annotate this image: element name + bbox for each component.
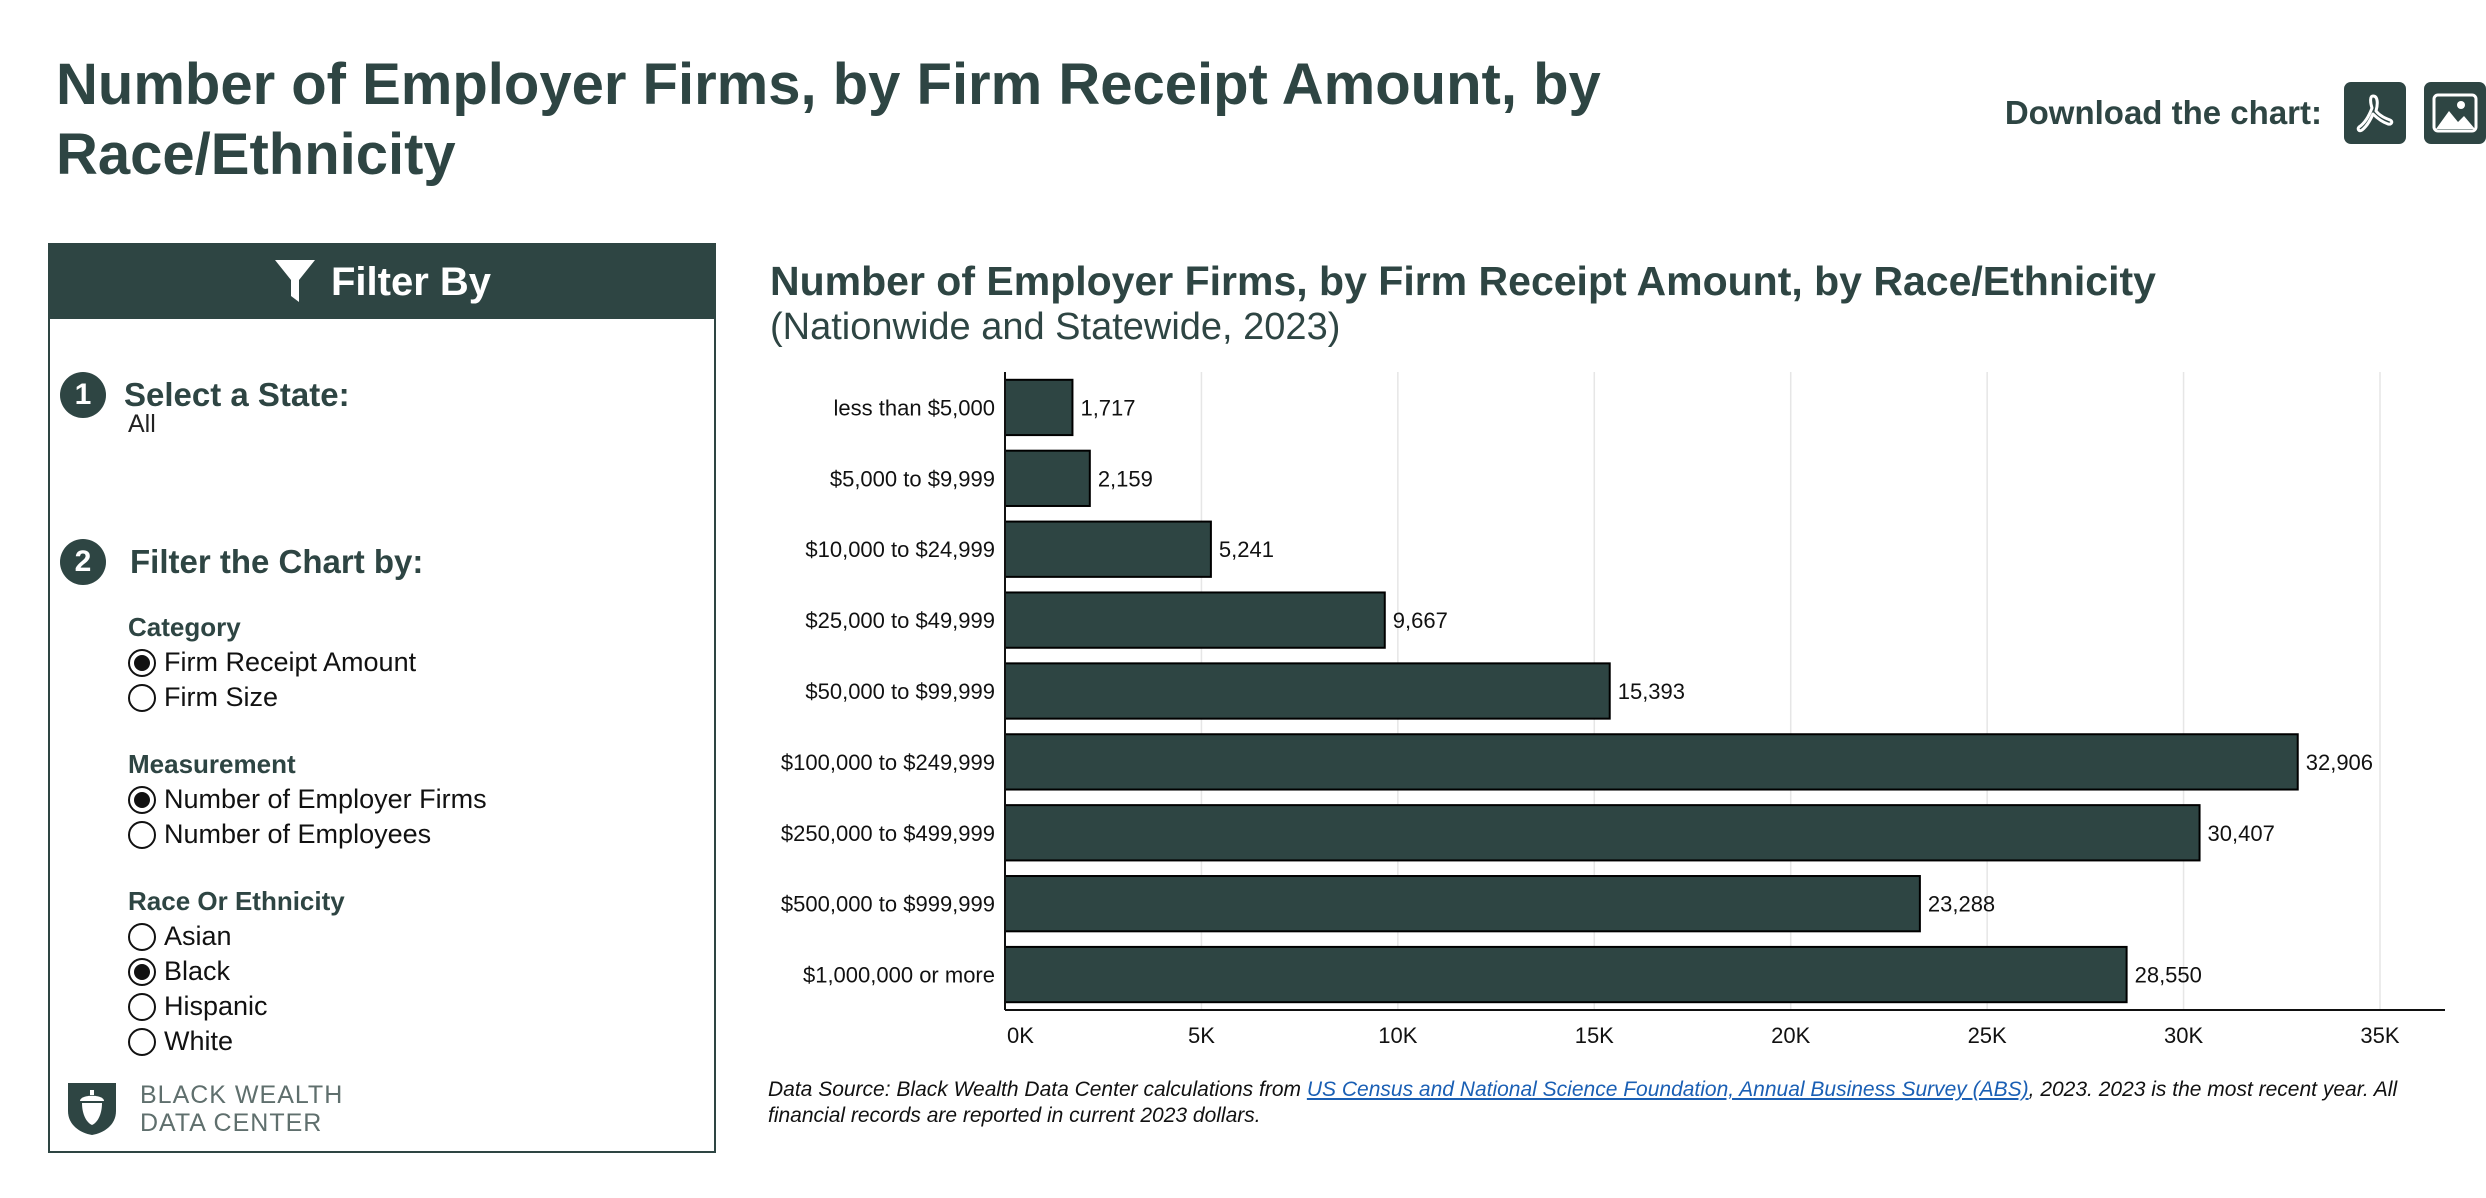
download-label: Download the chart: bbox=[2004, 94, 2322, 131]
radio-button[interactable] bbox=[128, 992, 156, 1021]
logo-line-1: BLACK WEALTH bbox=[140, 1081, 344, 1109]
filter-header-label: Filter By bbox=[330, 259, 492, 304]
bar bbox=[1004, 378, 1074, 437]
filter-chart-title: Filter the Chart by: bbox=[130, 543, 424, 580]
step-number-2: 2 bbox=[60, 539, 106, 585]
bar bbox=[1004, 804, 2201, 862]
x-tick-label: 20K bbox=[1771, 1023, 1810, 1048]
bar bbox=[1004, 945, 2128, 1004]
state-select[interactable]: All bbox=[128, 410, 156, 438]
radio-white[interactable]: White bbox=[128, 1024, 345, 1059]
download-image-button[interactable] bbox=[2424, 82, 2486, 144]
chart-subtitle: (Nationwide and Statewide, 2023) bbox=[770, 306, 1341, 348]
filter-icon bbox=[274, 260, 315, 302]
radio-firm-receipt-amount[interactable]: Firm Receipt Amount bbox=[128, 645, 416, 680]
radio-black[interactable]: Black bbox=[128, 954, 345, 989]
x-tick-label: 25K bbox=[1968, 1023, 2007, 1048]
radio-label: Number of Employees bbox=[164, 819, 432, 849]
category-label: $100,000 to $249,999 bbox=[781, 750, 995, 775]
bar bbox=[1004, 662, 1611, 720]
radio-button[interactable] bbox=[128, 922, 156, 951]
radio-label: Asian bbox=[164, 921, 232, 951]
data-label: 23,288 bbox=[1928, 892, 1995, 917]
radio-firm-size[interactable]: Firm Size bbox=[128, 680, 416, 715]
data-label: 32,906 bbox=[2306, 750, 2373, 775]
data-label: 1,717 bbox=[1080, 395, 1135, 420]
radio-button[interactable] bbox=[128, 683, 156, 712]
x-tick-label: 35K bbox=[2360, 1023, 2399, 1048]
data-source-note: Data Source: Black Wealth Data Center ca… bbox=[768, 1077, 2428, 1129]
data-label: 5,241 bbox=[1219, 537, 1274, 562]
pdf-icon bbox=[2356, 94, 2394, 133]
radio-number-of-employees[interactable]: Number of Employees bbox=[128, 817, 487, 852]
radio-label: White bbox=[164, 1026, 234, 1056]
radio-button[interactable] bbox=[128, 785, 156, 814]
radio-label: Firm Receipt Amount bbox=[164, 647, 417, 677]
x-tick-label: 15K bbox=[1575, 1023, 1614, 1048]
select-state-title: Select a State: bbox=[124, 376, 350, 413]
race-ethnicity-group: Race Or Ethnicity Asian Black Hispanic W… bbox=[128, 886, 345, 1059]
category-label: less than $5,000 bbox=[834, 395, 995, 420]
step-select-state: 1 Select a State: bbox=[60, 372, 350, 418]
radio-label: Firm Size bbox=[164, 682, 278, 712]
filter-panel: Filter By 1 Select a State: All 2 Filter… bbox=[48, 243, 716, 1153]
race-ethnicity-title: Race Or Ethnicity bbox=[128, 886, 345, 916]
data-label: 15,393 bbox=[1618, 679, 1685, 704]
download-chart-bar: Download the chart: bbox=[2005, 82, 2486, 144]
radio-number-of-employer-firms[interactable]: Number of Employer Firms bbox=[128, 782, 487, 817]
category-group: Category Firm Receipt Amount Firm Size bbox=[128, 612, 416, 715]
data-label: 30,407 bbox=[2208, 821, 2275, 846]
page-title: Number of Employer Firms, by Firm Receip… bbox=[56, 52, 1601, 187]
bar bbox=[1004, 733, 2299, 791]
radio-hispanic[interactable]: Hispanic bbox=[128, 989, 345, 1024]
category-label: $250,000 to $499,999 bbox=[781, 821, 995, 846]
chart-title: Number of Employer Firms, by Firm Receip… bbox=[770, 258, 2156, 304]
bar bbox=[1004, 520, 1212, 578]
data-label: 2,159 bbox=[1098, 466, 1153, 491]
category-label: $5,000 to $9,999 bbox=[830, 466, 995, 491]
source-prefix: Data Source: Black Wealth Data Center ca… bbox=[768, 1078, 1307, 1101]
image-icon bbox=[2432, 93, 2478, 133]
step-filter-chart: 2 Filter the Chart by: bbox=[60, 539, 423, 585]
category-label: $50,000 to $99,999 bbox=[805, 679, 995, 704]
category-label: $10,000 to $24,999 bbox=[805, 537, 995, 562]
radio-asian[interactable]: Asian bbox=[128, 919, 345, 954]
download-pdf-button[interactable] bbox=[2344, 82, 2406, 144]
bar bbox=[1004, 591, 1386, 649]
bar-chart: 1,717 less than $5,000 2,159 $5,000 to $9,9… bbox=[781, 372, 2445, 1048]
x-tick-label: 10K bbox=[1378, 1023, 1417, 1048]
logo-line-2: DATA CENTER bbox=[140, 1109, 323, 1137]
category-title: Category bbox=[128, 612, 241, 642]
measurement-title: Measurement bbox=[128, 749, 296, 779]
filter-header: Filter By bbox=[50, 245, 714, 319]
black-wealth-data-center-logo: BLACK WEALTH DATA CENTER bbox=[64, 1081, 343, 1137]
measurement-group: Measurement Number of Employer Firms Num… bbox=[128, 749, 487, 852]
category-label: $1,000,000 or more bbox=[803, 963, 995, 988]
data-label: 9,667 bbox=[1393, 608, 1448, 633]
radio-button[interactable] bbox=[128, 957, 156, 986]
radio-label: Black bbox=[164, 956, 231, 986]
radio-label: Number of Employer Firms bbox=[164, 784, 487, 814]
bar bbox=[1004, 875, 1921, 933]
x-tick-label: 0K bbox=[1007, 1023, 1034, 1048]
source-suffix: , 2023. 2023 is the most recent year. Al… bbox=[768, 1078, 2398, 1127]
x-tick-label: 5K bbox=[1188, 1023, 1215, 1048]
radio-button[interactable] bbox=[128, 648, 156, 677]
radio-label: Hispanic bbox=[164, 991, 268, 1021]
x-tick-label: 30K bbox=[2164, 1023, 2203, 1048]
radio-button[interactable] bbox=[128, 1027, 156, 1056]
data-label: 28,550 bbox=[2135, 963, 2202, 988]
category-label: $500,000 to $999,999 bbox=[781, 892, 995, 917]
radio-button[interactable] bbox=[128, 820, 156, 849]
category-label: $25,000 to $49,999 bbox=[805, 608, 995, 633]
source-link[interactable]: US Census and National Science Foundatio… bbox=[1306, 1078, 2029, 1101]
bar bbox=[1004, 449, 1091, 507]
step-number-1: 1 bbox=[60, 372, 106, 418]
acorn-shield-icon bbox=[68, 1083, 116, 1135]
